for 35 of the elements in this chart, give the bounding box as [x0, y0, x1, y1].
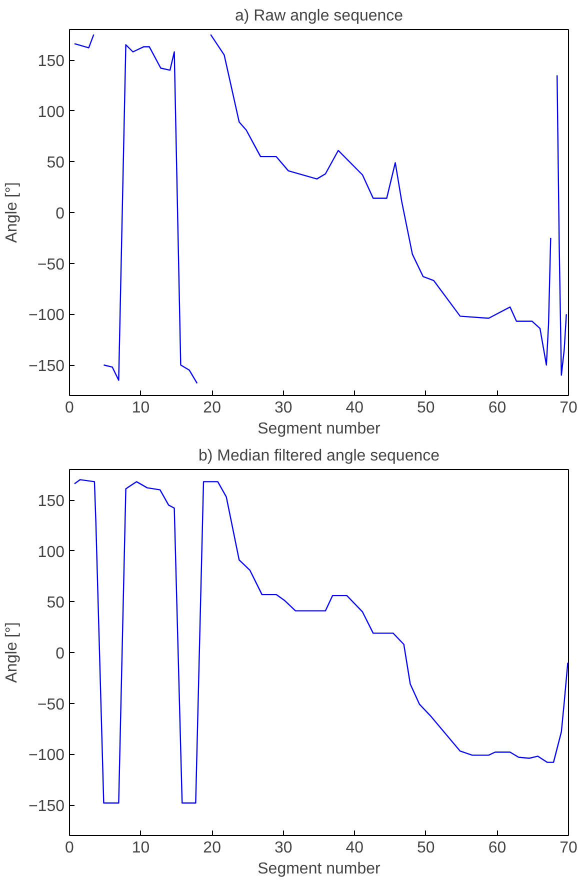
x-tick-label: 40	[346, 840, 364, 856]
x-tick-label: 20	[203, 400, 222, 416]
x-tick-label: 70	[560, 400, 578, 416]
x-tick-label: 60	[488, 400, 506, 416]
y-tick-label: −50	[37, 256, 65, 274]
y-tick-label: −50	[37, 696, 65, 714]
y-tick-label: 0	[56, 646, 65, 662]
x-tick-label: 70	[560, 840, 578, 856]
x-tick-label: 10	[132, 840, 150, 856]
x-tick-label: 50	[417, 840, 435, 856]
y-tick-label: 50	[46, 594, 65, 612]
y-tick-label: 50	[46, 154, 65, 172]
y-tick-label: −100	[28, 307, 65, 324]
x-tick-label: 30	[274, 400, 292, 416]
x-tick-label: 50	[417, 400, 435, 416]
y-tick-label: 150	[38, 493, 65, 510]
y-axis-title: Angle [°]	[3, 622, 20, 683]
line-series	[74, 479, 568, 804]
y-tick-label: 0	[56, 206, 65, 222]
chart-title: a) Raw angle sequence	[234, 8, 404, 24]
x-tick-label: 10	[132, 400, 150, 416]
x-axis-title: Segment number	[258, 420, 382, 438]
y-tick-label: 100	[38, 544, 65, 561]
x-axis-title: Segment number	[258, 860, 382, 878]
y-tick-label: 150	[38, 53, 65, 70]
x-tick-label: 60	[488, 840, 506, 856]
y-tick-label: −150	[28, 798, 65, 815]
y-tick-label: −150	[28, 358, 65, 375]
y-tick-label: −100	[28, 747, 65, 764]
chart-title: b) Median filtered angle sequence	[198, 448, 440, 464]
y-axis-title: Angle [°]	[3, 182, 20, 243]
x-tick-label: 40	[346, 400, 364, 416]
y-tick-label: 100	[38, 104, 65, 121]
x-tick-label: 30	[274, 840, 292, 856]
x-tick-label: 20	[203, 840, 222, 856]
